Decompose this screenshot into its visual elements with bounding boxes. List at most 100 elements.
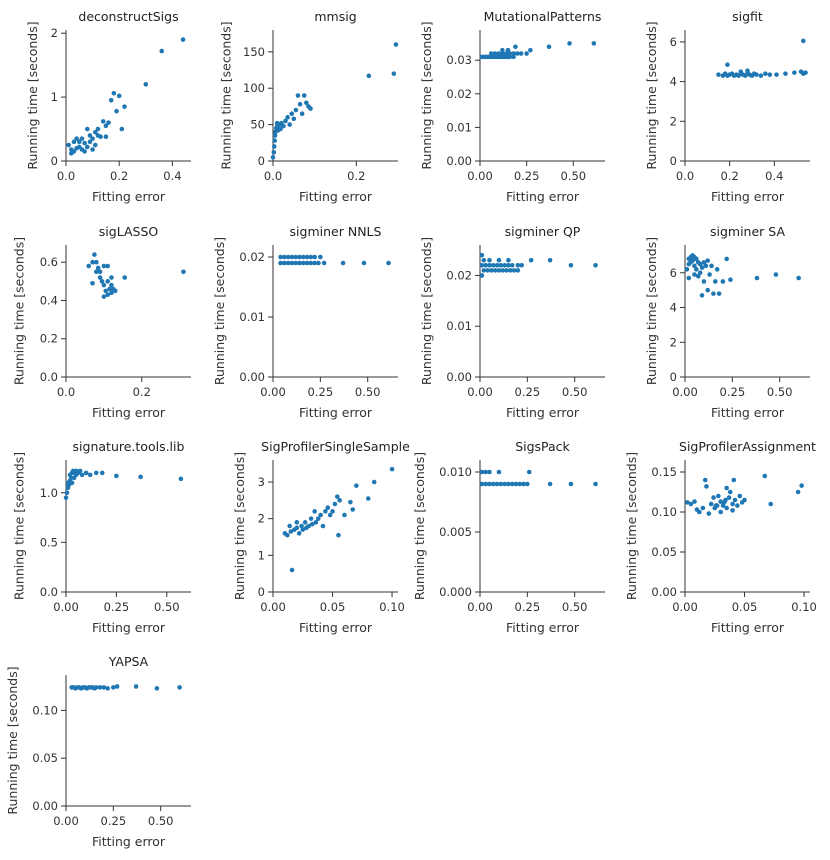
scatter-point: [716, 493, 721, 499]
scatter-point: [774, 72, 779, 77]
scatter-point: [711, 495, 716, 500]
scatter-point: [304, 260, 310, 266]
scatter-point: [332, 501, 338, 507]
scatter-point: [479, 481, 485, 487]
y-axis-label: Running time [seconds]: [219, 21, 234, 169]
scatter-point: [483, 263, 488, 268]
scatter-point: [77, 468, 83, 474]
x-tick-label: 0.50: [355, 385, 381, 399]
scatter-point: [285, 260, 291, 266]
scatter-point: [306, 523, 312, 529]
y-tick-label: 4: [670, 75, 677, 89]
x-axis-label: Fitting error: [506, 405, 580, 420]
scatter-point: [109, 275, 114, 280]
y-axis-label: Running time [seconds]: [12, 237, 27, 385]
scatter-point: [361, 260, 367, 266]
scatter-point: [103, 123, 109, 129]
x-tick-label: 0.10: [791, 600, 817, 614]
y-tick-label: 0.01: [239, 310, 265, 324]
scatter-point: [496, 469, 502, 475]
scatter-point: [66, 142, 71, 148]
scatter-point: [312, 509, 317, 514]
y-axis-label: Running time [seconds]: [624, 452, 639, 600]
scatter-point: [95, 126, 101, 132]
scatter-point: [84, 126, 90, 132]
x-axis-label: Fitting error: [711, 405, 785, 420]
x-tick-label: 0.25: [101, 814, 127, 828]
scatter-point: [745, 68, 750, 73]
x-tick-label: 0.00: [467, 600, 493, 614]
scatter-point: [711, 291, 716, 296]
scatter-point: [301, 254, 306, 260]
y-tick-label: 0: [670, 154, 677, 168]
x-axis-label: Fitting error: [506, 189, 580, 204]
scatter-point: [517, 481, 523, 487]
scatter-point: [716, 72, 721, 77]
y-tick-label: 0.2: [40, 332, 58, 346]
y-tick-label: 0.01: [446, 120, 472, 134]
y-tick-label: 0.005: [439, 525, 472, 539]
chart-title: sigminer QP: [505, 224, 581, 239]
scatter-point: [321, 260, 327, 266]
x-tick-label: 0.2: [133, 385, 151, 399]
y-tick-label: 0.10: [651, 505, 677, 519]
scatter-point: [79, 472, 85, 478]
y-tick-label: 0.00: [651, 585, 677, 599]
scatter-point: [86, 263, 92, 269]
scatter-point: [738, 69, 744, 74]
chart-panel-sigprofilerassignment: SigProfilerAssignment 0.00 0.05 0.10 0.00 0.0…: [624, 439, 817, 635]
scatter-point: [105, 263, 110, 269]
x-axis-label: Fitting error: [711, 189, 785, 204]
y-axis-label: Running time [seconds]: [12, 452, 27, 600]
y-tick-label: 0.00: [446, 370, 472, 384]
scatter-point: [101, 685, 107, 690]
scatter-point: [479, 273, 485, 278]
x-tick-label: 0.05: [732, 600, 758, 614]
scatter-point: [725, 62, 730, 68]
scatter-point: [496, 268, 502, 273]
scatter-point: [293, 260, 299, 266]
scatter-point: [304, 100, 309, 106]
scatter-point: [758, 73, 764, 78]
scatter-point: [366, 73, 372, 79]
scatter-point: [304, 254, 310, 260]
scatter-point: [90, 280, 95, 286]
chart-panel-sigminer-qp: sigminer QP 0.00 0.25 0.50 0.00 0.01 0.02 Fitti…: [419, 224, 605, 420]
scatter-point: [708, 501, 714, 507]
scatter-point: [289, 260, 295, 266]
scatter-point: [511, 54, 516, 60]
y-tick-label: 3: [258, 475, 265, 489]
scatter-point: [705, 258, 711, 263]
x-tick-label: 0.00: [53, 600, 79, 614]
scatter-point: [105, 279, 110, 284]
scatter-point: [500, 47, 505, 53]
scatter-point: [502, 263, 507, 268]
scatter-point: [315, 516, 321, 521]
chart-panel-deconstructsigs: deconstructSigs 0.0 0.2 0.4 0 1 2 Fitting error…: [25, 9, 191, 204]
scatter-point: [301, 260, 306, 266]
scatter-point: [391, 71, 397, 76]
scatter-point: [511, 268, 517, 273]
x-tick-label: 0.50: [154, 600, 180, 614]
scatter-point: [694, 267, 699, 272]
scatter-point: [685, 500, 690, 505]
scatter-point: [393, 42, 399, 47]
y-tick-label: 0.00: [446, 154, 472, 168]
y-tick-label: 0: [258, 154, 265, 168]
scatter-point: [313, 520, 319, 525]
scatter-point: [697, 261, 703, 267]
x-tick-label: 0.0: [57, 169, 75, 183]
scatter-point: [337, 498, 342, 503]
y-tick-label: 0.05: [651, 545, 677, 559]
scatter-point: [312, 260, 317, 266]
scatter-point: [494, 481, 500, 487]
scatter-point: [119, 126, 125, 132]
scatter-point: [316, 260, 321, 266]
scatter-point: [285, 115, 290, 120]
scatter-point: [143, 82, 149, 87]
scatter-point: [487, 263, 492, 268]
scatter-point: [481, 257, 487, 263]
scatter-point: [177, 685, 182, 690]
scatter-point: [513, 481, 519, 487]
scatter-point: [294, 520, 300, 525]
